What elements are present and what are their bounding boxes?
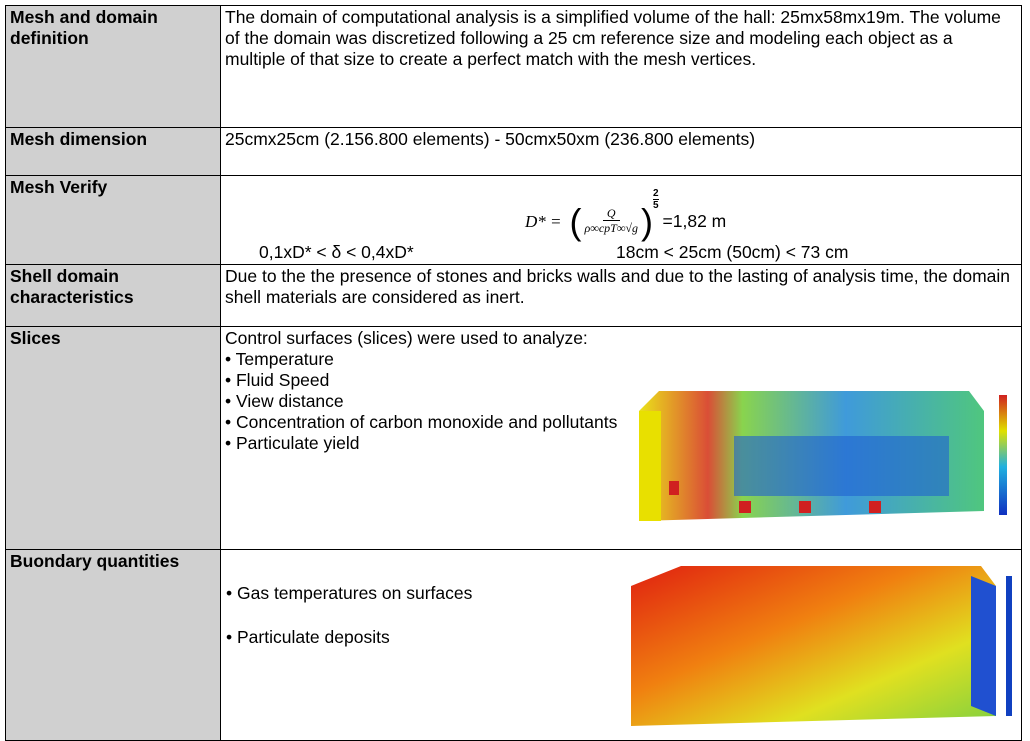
list-item: • Gas temperatures on surfaces [226, 583, 472, 604]
row-label: Mesh Verify [5, 175, 221, 265]
exponent: 2 5 [653, 188, 659, 211]
exponent-den: 5 [653, 200, 659, 211]
row-text: The domain of computational analysis is … [220, 5, 1022, 128]
denominator: ρ∞cpT∞√g [585, 221, 638, 236]
row-label: Buondary quantities [5, 549, 221, 741]
page: {"table": {"rows": [ {"label": "Mesh and… [0, 0, 1030, 735]
fraction: Q ρ∞cpT∞√g [585, 206, 638, 236]
list-item: • Particulate deposits [226, 627, 390, 648]
list-item: • Particulate yield [225, 433, 625, 454]
condition: 0,1xD* < δ < 0,4xD* [259, 242, 414, 263]
row-label: Mesh and domain definition [5, 5, 221, 128]
slice-image [639, 351, 1021, 549]
intro: Control surfaces (slices) were used to a… [225, 328, 1017, 349]
list-item: • Concentration of carbon monoxide and p… [225, 412, 625, 433]
exponent-num: 2 [653, 188, 659, 200]
row-text: 25cmx25cm (2.156.800 elements) - 50cmx50… [220, 127, 1022, 176]
numerator: Q [603, 206, 620, 221]
boundary-cell: • Gas temperatures on surfaces • Particu… [220, 549, 1022, 741]
list-item: • View distance [225, 391, 625, 412]
boundary-image [621, 556, 1021, 736]
check: 18cm < 25cm (50cm) < 73 cm [616, 242, 848, 263]
list: • Temperature • Fluid Speed • View dista… [225, 349, 625, 454]
list-item: • Temperature [225, 349, 625, 370]
row-label: Mesh dimension [5, 127, 221, 176]
row-label: Slices [5, 326, 221, 550]
slices-cell: Control surfaces (slices) were used to a… [220, 326, 1022, 550]
list-item: • Fluid Speed [225, 370, 625, 391]
formula: D* = ( Q ρ∞cpT∞√g ) 2 5 =1,82 m [525, 196, 726, 246]
row-text: Due to the the presence of stones and br… [220, 264, 1022, 327]
formula-lhs: D* = [525, 211, 562, 232]
row-label: Shell domain characteristics [5, 264, 221, 327]
formula-cell: D* = ( Q ρ∞cpT∞√g ) 2 5 =1,82 m 0,1xD* <… [220, 175, 1022, 265]
paren: ( [570, 211, 582, 232]
paren: ) [641, 211, 653, 232]
formula-result: =1,82 m [663, 211, 727, 232]
